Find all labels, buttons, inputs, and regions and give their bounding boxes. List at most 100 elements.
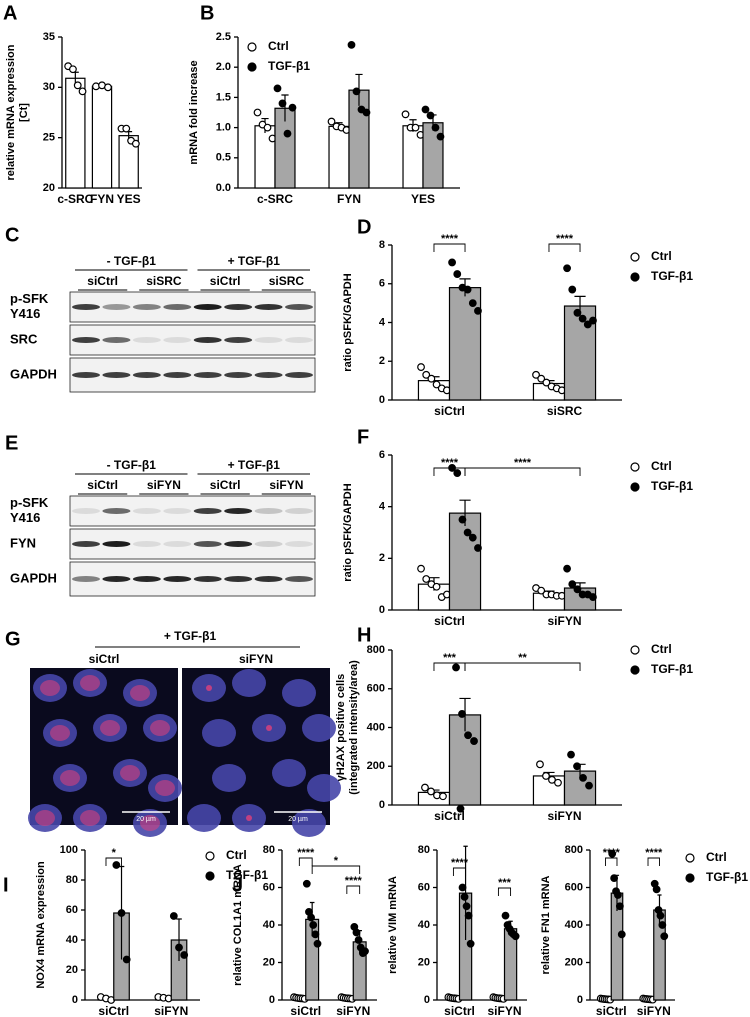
data-point — [589, 593, 597, 601]
y-tick-label: 20 — [43, 182, 55, 194]
blot-band — [72, 576, 100, 582]
x-tick-label: siCtrl — [434, 614, 465, 628]
data-point — [307, 913, 315, 922]
y-axis-label: relative VIM mRNA — [387, 876, 399, 974]
y-tick-label: 200 — [367, 760, 385, 772]
y-axis-label: relative mRNA expression — [5, 44, 17, 180]
nucleus — [302, 714, 336, 742]
y-tick-label: 4 — [379, 501, 386, 513]
nucleus — [282, 679, 316, 707]
x-tick-label: siFYN — [547, 809, 581, 823]
blot-band — [254, 337, 283, 343]
blot-band — [72, 508, 100, 514]
significance-label: ** — [518, 652, 527, 664]
y-tick-label: 30 — [43, 81, 55, 93]
significance-label: **** — [556, 233, 574, 245]
blot-band — [102, 304, 131, 310]
data-point — [421, 105, 430, 114]
blot-row-label: GAPDH — [10, 570, 57, 585]
foci — [50, 725, 70, 741]
data-point — [175, 943, 183, 952]
significance-label: **** — [514, 457, 532, 469]
data-point — [563, 264, 571, 273]
scale-bar-label: 20 µm — [288, 816, 308, 823]
y-tick-label: 600 — [565, 881, 583, 893]
data-point — [439, 792, 447, 801]
foci — [80, 675, 100, 691]
data-point — [253, 108, 262, 117]
legend-label: TGF-β1 — [226, 868, 268, 882]
data-point — [567, 750, 575, 759]
y-tick-label: 800 — [565, 844, 583, 856]
data-point — [278, 99, 287, 108]
x-tick-label: c-SRC — [57, 192, 93, 206]
foci — [60, 770, 80, 786]
data-point — [347, 40, 356, 49]
data-point — [302, 879, 311, 888]
data-point — [573, 585, 582, 594]
legend-marker — [630, 482, 640, 492]
significance-bracket — [548, 243, 581, 252]
blot-band — [72, 304, 100, 310]
blot-band — [285, 304, 313, 310]
significance-bracket — [497, 887, 512, 896]
data-point — [432, 582, 441, 591]
significance-label: *** — [443, 652, 457, 664]
foci — [40, 680, 60, 696]
x-tick-label: siFYN — [154, 1004, 188, 1017]
foci — [130, 685, 150, 701]
treatment-label: - TGF-β1 — [107, 458, 157, 472]
data-point — [354, 936, 363, 944]
blot-band — [193, 372, 222, 378]
data-point — [579, 773, 587, 782]
legend-label: Ctrl — [706, 850, 727, 864]
data-point — [610, 874, 619, 883]
y-tick-label: 6 — [379, 449, 385, 461]
group-label: siFYN — [239, 652, 273, 666]
data-point — [656, 911, 665, 920]
significance-bracket — [311, 865, 361, 874]
blot-band — [285, 576, 313, 582]
data-point — [583, 320, 592, 329]
y-tick-label: 0.0 — [216, 182, 231, 194]
panel-letter: C — [5, 224, 19, 246]
data-point — [578, 314, 587, 323]
data-point — [652, 885, 661, 894]
blot-strip — [69, 324, 316, 356]
data-point — [660, 932, 669, 941]
legend-label: TGF-β1 — [651, 662, 693, 676]
legend-label: TGF-β1 — [706, 870, 748, 884]
blot-band — [132, 304, 161, 310]
blot-band — [132, 337, 161, 343]
blot-band — [254, 372, 283, 378]
significance-label: **** — [345, 875, 363, 887]
data-point — [589, 316, 597, 325]
data-point — [563, 564, 571, 573]
legend-marker — [630, 252, 640, 262]
blot-band — [285, 372, 313, 378]
x-tick-label: siFYN — [637, 1004, 671, 1017]
blot-band — [254, 508, 283, 514]
significance-bracket — [464, 662, 581, 671]
bar — [91, 85, 113, 189]
panel-letter: F — [357, 426, 369, 448]
blot-band — [163, 576, 192, 582]
panel-letter: E — [5, 432, 18, 454]
data-point — [658, 921, 667, 929]
data-point — [458, 883, 467, 892]
blot-band — [102, 372, 131, 378]
panel-letter: B — [200, 2, 214, 24]
foci — [140, 815, 160, 831]
data-point — [361, 947, 369, 956]
blot-band — [132, 576, 161, 582]
nucleus — [272, 759, 306, 787]
data-point — [309, 921, 318, 929]
y-tick-label: 0 — [577, 994, 583, 1006]
y-axis-label: NOX4 mRNA expression — [35, 861, 47, 989]
y-tick-label: 0 — [72, 994, 78, 1006]
x-tick-label: YES — [117, 192, 141, 206]
data-point — [614, 891, 622, 899]
nucleus — [307, 774, 341, 802]
y-tick-label: 20 — [418, 956, 430, 968]
bar — [448, 512, 482, 611]
